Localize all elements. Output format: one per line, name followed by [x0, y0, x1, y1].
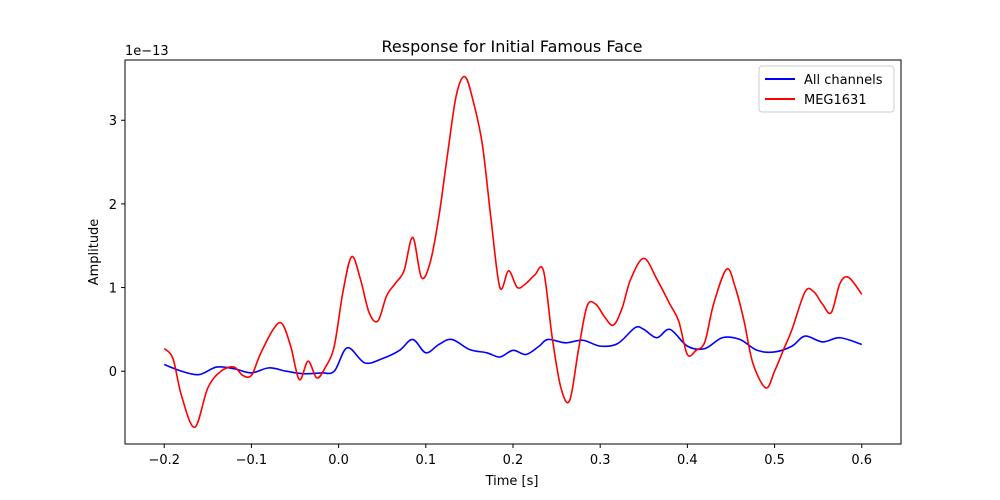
y-tick-label: 2	[109, 198, 117, 213]
legend: All channels MEG1631	[758, 65, 895, 113]
x-tick-label: 0.5	[764, 453, 785, 468]
x-tick-label: −0.2	[148, 453, 180, 468]
y-axis: 0 1 2 3	[109, 114, 125, 380]
x-tick-label: 0.6	[851, 453, 872, 468]
x-tick-label: 0.4	[677, 453, 698, 468]
y-tick-label: 1	[109, 282, 117, 297]
series-group	[163, 75, 863, 429]
chart-title: Response for Initial Famous Face	[381, 37, 642, 56]
x-axis-label: Time [s]	[485, 474, 539, 489]
legend-label-meg1631: MEG1631	[804, 93, 867, 108]
x-tick-label: 0.3	[590, 453, 611, 468]
x-axis: −0.2 −0.1 0.0 0.1 0.2 0.3 0.4 0.5 0.6	[148, 444, 872, 468]
legend-label-all-channels: All channels	[804, 73, 883, 88]
x-tick-label: 0.0	[328, 453, 349, 468]
x-tick-label: −0.1	[236, 453, 268, 468]
y-tick-label: 3	[109, 114, 117, 129]
x-tick-label: 0.2	[503, 453, 524, 468]
legend-frame	[758, 65, 895, 113]
series-line-meg1631	[163, 75, 863, 429]
series-line-all-channels	[163, 325, 863, 376]
y-offset-label: 1e−13	[125, 44, 169, 59]
x-tick-label: 0.1	[415, 453, 436, 468]
y-tick-label: 0	[109, 365, 117, 380]
y-axis-label: Amplitude	[87, 219, 102, 286]
